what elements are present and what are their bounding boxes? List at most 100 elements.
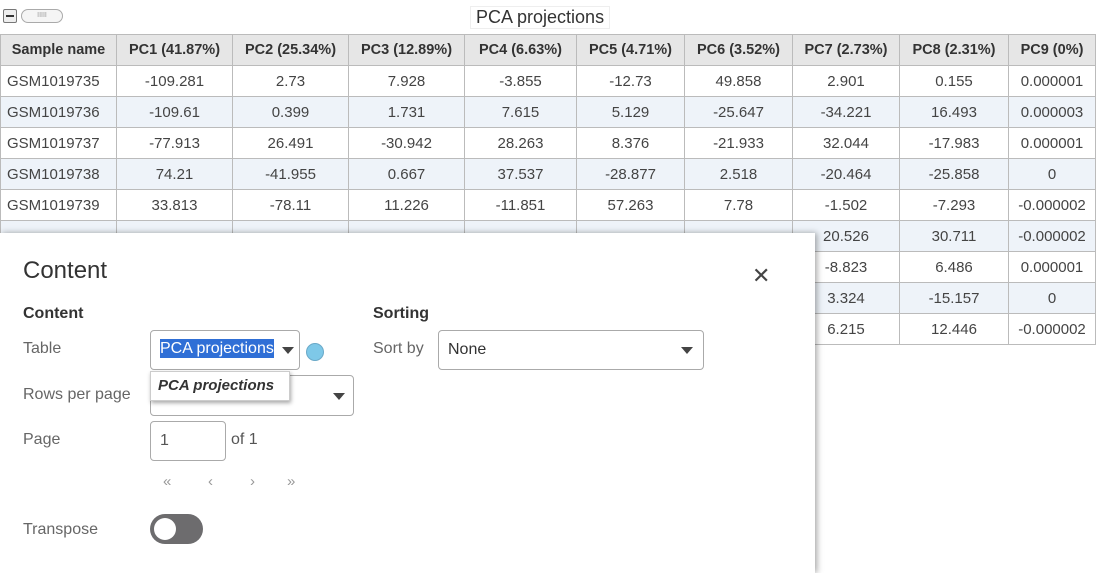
content-settings-panel: Content ✕ Content Table PCA projections … (0, 233, 815, 573)
table-cell: -20.464 (792, 158, 900, 190)
dropdown-option[interactable]: PCA projections (150, 371, 290, 401)
table-cell: GSM1019738 (0, 158, 117, 190)
close-icon[interactable]: ✕ (752, 263, 771, 288)
drag-handle[interactable]: IIIII (21, 9, 63, 23)
sort-by-value: None (448, 341, 487, 358)
chevron-down-icon (333, 393, 345, 400)
table-cell: -0.000002 (1008, 220, 1096, 252)
toolbar: IIIII (3, 9, 63, 23)
transpose-toggle[interactable] (150, 514, 203, 544)
table-cell: GSM1019739 (0, 189, 117, 221)
table-cell: -0.000002 (1008, 189, 1096, 221)
column-header[interactable]: PC4 (6.63%) (464, 34, 577, 66)
table-cell: 74.21 (116, 158, 233, 190)
table-cell: 49.858 (684, 65, 793, 97)
table-cell: 30.711 (899, 220, 1009, 252)
table-cell: -21.933 (684, 127, 793, 159)
page-label: Page (23, 431, 61, 448)
table-cell: -15.157 (899, 282, 1009, 314)
table-cell: 37.537 (464, 158, 577, 190)
column-header[interactable]: PC5 (4.71%) (576, 34, 685, 66)
table-cell: -12.73 (576, 65, 685, 97)
table-cell: -25.858 (899, 158, 1009, 190)
column-header[interactable]: PC2 (25.34%) (232, 34, 349, 66)
status-dot (306, 343, 324, 361)
table-cell: 0.399 (232, 96, 349, 128)
column-header[interactable]: PC1 (41.87%) (116, 34, 233, 66)
table-cell: GSM1019736 (0, 96, 117, 128)
table-cell: 6.486 (899, 251, 1009, 283)
table-cell: -41.955 (232, 158, 349, 190)
table-cell: GSM1019735 (0, 65, 117, 97)
table-row: GSM1019736 -109.61 0.399 1.731 7.615 5.129 -25… (0, 96, 1096, 128)
last-page-button[interactable]: » (287, 473, 296, 490)
column-header[interactable]: PC6 (3.52%) (684, 34, 793, 66)
table-cell: 11.226 (348, 189, 465, 221)
table-row: GSM1019739 33.813 -78.11 11.226 -11.851 57.26… (0, 189, 1096, 221)
table-cell: 5.129 (576, 96, 685, 128)
chevron-down-icon (282, 347, 294, 354)
table-cell: 28.263 (464, 127, 577, 159)
rows-per-page-label: Rows per page (23, 386, 131, 403)
table-cell: -109.61 (116, 96, 233, 128)
column-header[interactable]: PC9 (0%) (1008, 34, 1096, 66)
table-cell: 33.813 (116, 189, 233, 221)
column-header[interactable]: PC7 (2.73%) (792, 34, 900, 66)
table-cell: 8.376 (576, 127, 685, 159)
content-heading: Content (23, 305, 84, 322)
column-header[interactable]: PC3 (12.89%) (348, 34, 465, 66)
table-cell: -7.293 (899, 189, 1009, 221)
table-cell: 0.000001 (1008, 251, 1096, 283)
chevron-down-icon (681, 347, 693, 354)
column-header[interactable]: Sample name (0, 34, 117, 66)
table-cell: 0.667 (348, 158, 465, 190)
table-cell: 0.000001 (1008, 65, 1096, 97)
table-cell: 16.493 (899, 96, 1009, 128)
table-cell: 1.731 (348, 96, 465, 128)
table-cell: -78.11 (232, 189, 349, 221)
table-cell: 26.491 (232, 127, 349, 159)
transpose-label: Transpose (23, 521, 98, 538)
table-cell: 57.263 (576, 189, 685, 221)
next-page-button[interactable]: › (250, 473, 255, 490)
table-cell: -109.281 (116, 65, 233, 97)
column-header[interactable]: PC8 (2.31%) (899, 34, 1009, 66)
sort-by-label: Sort by (373, 340, 424, 357)
table-title: PCA projections (470, 6, 611, 29)
table-row: GSM1019735 -109.281 2.73 7.928 -3.855 -12.73 4… (0, 65, 1096, 97)
table-label: Table (23, 340, 62, 357)
table-select-value: PCA projections (160, 339, 274, 358)
minimize-button[interactable] (3, 9, 17, 23)
table-cell: 7.615 (464, 96, 577, 128)
page-count: of 1 (231, 431, 258, 448)
table-select[interactable]: PCA projections (150, 330, 300, 370)
table-cell: -11.851 (464, 189, 577, 221)
table-cell: 0 (1008, 158, 1096, 190)
first-page-button[interactable]: « (163, 473, 172, 490)
table-cell: 2.73 (232, 65, 349, 97)
table-cell: -0.000002 (1008, 313, 1096, 345)
sort-by-select[interactable]: None (438, 330, 704, 370)
table-cell: 7.928 (348, 65, 465, 97)
table-cell: 0.000001 (1008, 127, 1096, 159)
table-cell: -1.502 (792, 189, 900, 221)
table-cell: 0.155 (899, 65, 1009, 97)
table-cell: 12.446 (899, 313, 1009, 345)
prev-page-button[interactable]: ‹ (208, 473, 213, 490)
table-cell: -25.647 (684, 96, 793, 128)
table-cell: -17.983 (899, 127, 1009, 159)
table-cell: 2.901 (792, 65, 900, 97)
table-cell: 32.044 (792, 127, 900, 159)
table-cell: -28.877 (576, 158, 685, 190)
page-input[interactable]: 1 (150, 421, 226, 461)
table-cell: 0 (1008, 282, 1096, 314)
table-cell: 2.518 (684, 158, 793, 190)
table-cell: -77.913 (116, 127, 233, 159)
table-row: GSM1019738 74.21 -41.955 0.667 37.537 -28.877… (0, 158, 1096, 190)
table-cell: 7.78 (684, 189, 793, 221)
sorting-heading: Sorting (373, 305, 429, 322)
table-cell: -34.221 (792, 96, 900, 128)
table-cell: 0.000003 (1008, 96, 1096, 128)
table-cell: -30.942 (348, 127, 465, 159)
table-row: GSM1019737 -77.913 26.491 -30.942 28.263 8.37… (0, 127, 1096, 159)
